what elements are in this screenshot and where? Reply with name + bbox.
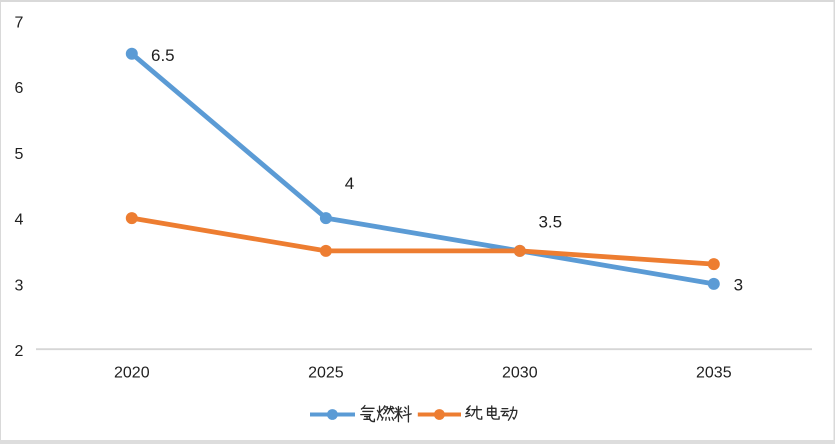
svg-text:2035: 2035 <box>696 365 732 382</box>
svg-text:4: 4 <box>345 174 354 193</box>
svg-text:2030: 2030 <box>502 365 538 382</box>
svg-text:3.5: 3.5 <box>538 213 562 232</box>
svg-text:5: 5 <box>15 146 24 163</box>
svg-text:7: 7 <box>15 14 24 31</box>
svg-text:6: 6 <box>15 80 24 97</box>
svg-text:6.5: 6.5 <box>151 46 175 65</box>
svg-text:2: 2 <box>15 343 24 360</box>
svg-text:2020: 2020 <box>114 365 150 382</box>
svg-text:3: 3 <box>734 275 743 294</box>
svg-text:3: 3 <box>15 277 24 294</box>
svg-text:2025: 2025 <box>308 365 344 382</box>
svg-text:4: 4 <box>15 212 24 229</box>
